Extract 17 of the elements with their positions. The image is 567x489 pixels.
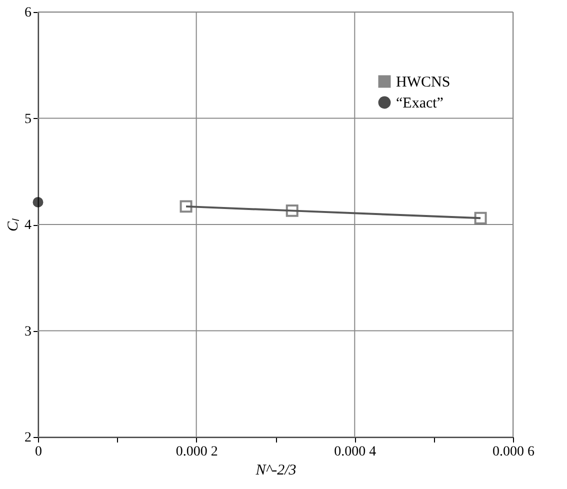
y-tick-label: 2 — [24, 430, 32, 446]
y-tick-label: 3 — [24, 324, 32, 340]
point — [474, 212, 487, 224]
y-tick-label: 6 — [24, 6, 32, 20]
y-tick-label: 5 — [24, 112, 32, 127]
point — [180, 200, 192, 213]
x-axis-title: N^-2/3 — [254, 462, 296, 478]
x-tick-label: 0.000 4 — [334, 444, 376, 460]
y-tick-label: 4 — [24, 218, 32, 233]
point — [32, 196, 44, 208]
x-tick-label: 0.000 6 — [492, 444, 534, 460]
legend-label: “Exact” — [396, 96, 444, 112]
x-tick-label: 0.000 2 — [176, 444, 218, 460]
point — [286, 204, 298, 217]
legend-label: HWCNS — [396, 74, 450, 90]
x-tick-label: 0 — [35, 444, 42, 460]
y-axis-title: Cₗ — [6, 218, 22, 232]
